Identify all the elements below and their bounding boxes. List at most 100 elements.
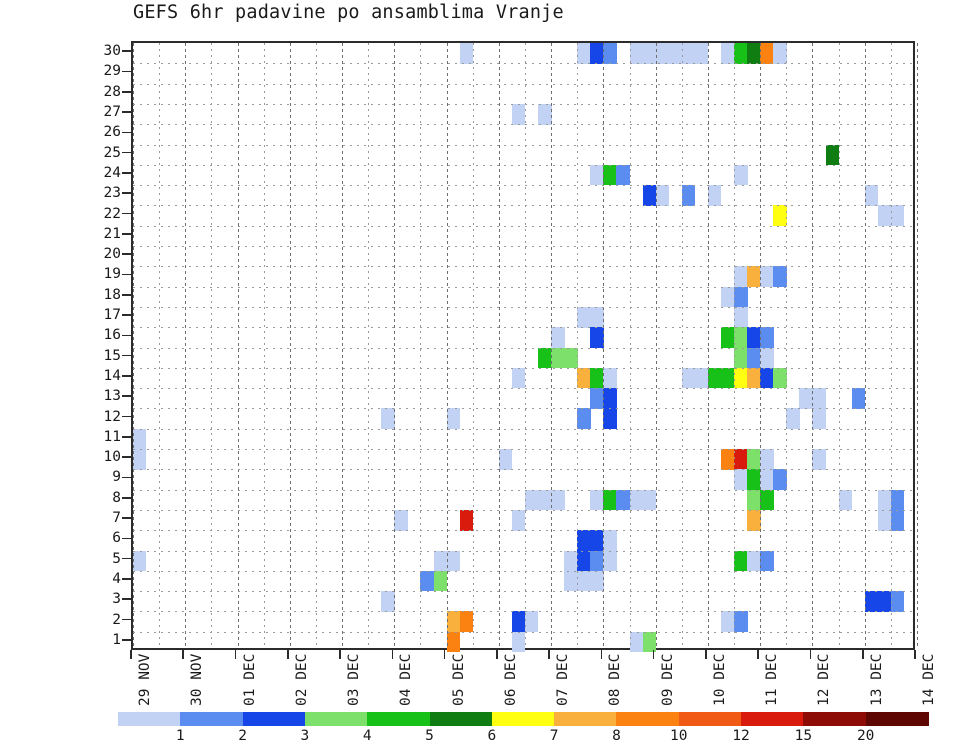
x-axis-tick-mark bbox=[182, 650, 185, 659]
heatmap-cell bbox=[603, 550, 617, 572]
heatmap-cell bbox=[890, 205, 905, 227]
colorbar-segment bbox=[865, 712, 929, 726]
heatmap-cell bbox=[681, 185, 696, 206]
colorbar-tick-label: 2 bbox=[238, 728, 247, 744]
y-axis-tick-label: 1 bbox=[112, 631, 121, 648]
y-axis-tick-mark bbox=[122, 314, 131, 316]
heatmap-cell bbox=[799, 388, 813, 409]
heatmap-cell bbox=[590, 570, 604, 592]
y-axis-tick-mark bbox=[122, 354, 131, 357]
y-axis-tick-label: 6 bbox=[112, 530, 121, 547]
heatmap-cell bbox=[760, 266, 774, 287]
heatmap-cell bbox=[511, 611, 526, 633]
x-axis-tick-mark bbox=[339, 650, 341, 659]
colorbar-segment bbox=[491, 712, 555, 726]
heatmap-cell bbox=[538, 347, 552, 369]
heatmap-cell bbox=[747, 347, 761, 369]
x-axis-tick-mark bbox=[234, 650, 237, 659]
heatmap-cell bbox=[864, 185, 879, 206]
heatmap-cell bbox=[590, 327, 604, 348]
y-axis-tick-mark bbox=[122, 395, 131, 398]
heatmap-cell bbox=[747, 266, 761, 287]
y-axis-tick-label: 24 bbox=[103, 164, 121, 181]
heatmap-cell bbox=[721, 327, 735, 348]
y-axis-tick-mark bbox=[122, 70, 131, 73]
y-axis-tick-mark bbox=[122, 537, 131, 540]
heatmap-cell bbox=[459, 611, 474, 633]
heatmap-cell bbox=[577, 530, 591, 551]
colorbar-tick-label: 4 bbox=[362, 728, 372, 744]
x-axis-tick-label: 06 DEC bbox=[502, 653, 519, 706]
heatmap-cell bbox=[577, 408, 591, 430]
heatmap-cells-layer bbox=[133, 43, 913, 653]
colorbar-tick-label: 10 bbox=[670, 728, 688, 744]
colorbar-segment bbox=[616, 712, 680, 726]
y-axis-tick-label: 9 bbox=[112, 469, 121, 486]
heatmap-cell bbox=[681, 367, 696, 389]
heatmap-cell bbox=[551, 327, 565, 348]
y-axis-tick-label: 13 bbox=[103, 388, 121, 405]
y-axis-tick-mark bbox=[122, 151, 131, 154]
colorbar-segment bbox=[118, 712, 181, 726]
y-axis-tick-label: 7 bbox=[112, 510, 121, 527]
heatmap-cell bbox=[877, 205, 892, 227]
heatmap-cell bbox=[812, 449, 826, 470]
colorbar-tick-label: 3 bbox=[300, 728, 310, 744]
heatmap-cell bbox=[564, 550, 578, 572]
heatmap-cell bbox=[747, 550, 761, 572]
heatmap-cell bbox=[629, 43, 643, 64]
y-axis-tick-mark bbox=[122, 131, 131, 134]
heatmap-cell bbox=[603, 43, 617, 64]
heatmap-cell bbox=[511, 631, 526, 653]
heatmap-cell bbox=[694, 367, 709, 389]
heatmap-cell bbox=[760, 550, 774, 572]
x-axis-tick-label: 09 DEC bbox=[659, 653, 676, 706]
colorbar-segment bbox=[367, 712, 431, 726]
x-axis-tick-mark bbox=[443, 650, 446, 659]
page-title: GEFS 6hr padavine po ansamblima Vranje bbox=[133, 2, 564, 23]
colorbar-tick-label: 6 bbox=[487, 728, 497, 744]
heatmap-cell bbox=[734, 286, 748, 308]
heatmap-cell bbox=[538, 103, 552, 125]
heatmap-cell bbox=[838, 489, 853, 511]
heatmap-cell bbox=[747, 449, 761, 470]
heatmap-cell bbox=[577, 550, 591, 572]
y-axis-tick-mark bbox=[122, 212, 131, 215]
heatmap-cell bbox=[590, 530, 604, 551]
y-axis-tick-label: 10 bbox=[103, 449, 121, 466]
heatmap-cell bbox=[773, 43, 787, 64]
heatmap-cell bbox=[864, 591, 879, 612]
heatmap-cell bbox=[877, 509, 892, 531]
y-axis-tick-label: 19 bbox=[103, 266, 121, 283]
y-axis-tick-label: 30 bbox=[103, 43, 121, 60]
colorbar-segment bbox=[554, 712, 618, 726]
heatmap-cell bbox=[642, 185, 657, 206]
heatmap-cell bbox=[603, 388, 617, 409]
heatmap-cell bbox=[655, 185, 670, 206]
y-axis-tick-mark bbox=[122, 618, 131, 621]
y-axis-tick-mark bbox=[122, 172, 131, 174]
colorbar-segment bbox=[242, 712, 306, 726]
heatmap-cell bbox=[133, 428, 147, 450]
y-axis-tick-mark bbox=[122, 111, 131, 113]
heatmap-cell bbox=[603, 489, 617, 511]
heatmap-cell bbox=[773, 367, 787, 389]
heatmap-cell bbox=[446, 408, 461, 430]
heatmap-cell bbox=[394, 509, 408, 531]
heatmap-cell bbox=[747, 489, 761, 511]
heatmap-cell bbox=[642, 631, 657, 653]
y-axis-tick-label: 16 bbox=[103, 327, 121, 344]
colorbar-segment bbox=[429, 712, 493, 726]
x-axis-tick-label: 11 DEC bbox=[764, 653, 781, 706]
y-axis-tick-label: 29 bbox=[103, 63, 121, 80]
heatmap-cell bbox=[734, 449, 748, 470]
x-axis-tick-label: 10 DEC bbox=[711, 653, 728, 706]
y-axis-tick-mark bbox=[122, 456, 131, 458]
heatmap-cell bbox=[734, 469, 748, 490]
y-axis-tick-mark bbox=[122, 415, 131, 418]
heatmap-cell bbox=[734, 266, 748, 287]
x-axis-tick-mark bbox=[391, 650, 394, 659]
y-axis-tick-label: 25 bbox=[103, 144, 121, 161]
heatmap-cell bbox=[590, 43, 604, 64]
y-axis-tick-mark bbox=[122, 50, 131, 52]
